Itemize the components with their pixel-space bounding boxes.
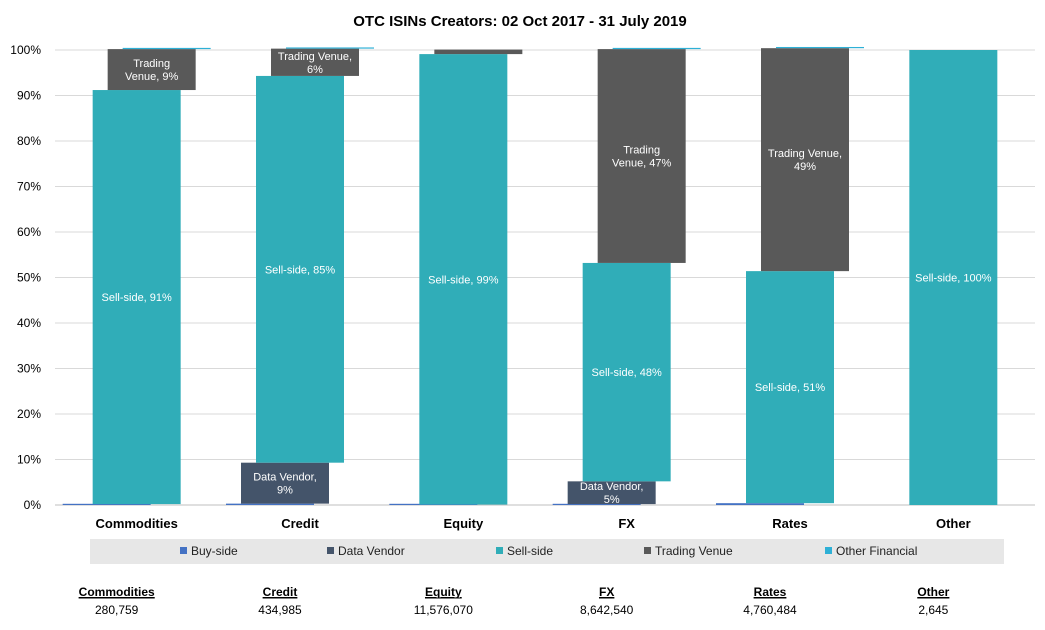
chart-title: OTC ISINs Creators: 02 Oct 2017 - 31 Jul… bbox=[353, 13, 687, 30]
legend-swatch-sell-side bbox=[496, 547, 503, 554]
data-label-rates-trading-venue: Trading Venue, 49% bbox=[768, 148, 842, 173]
data-label-fx-data-vendor: Data Vendor, 5% bbox=[580, 481, 644, 506]
legend-swatch-data-vendor bbox=[327, 547, 334, 554]
data-label-rates-sell-side: Sell-side, 51% bbox=[755, 382, 826, 394]
legend-swatch-other-financial bbox=[825, 547, 832, 554]
y-tick-label: 0% bbox=[24, 498, 42, 512]
data-label-credit-data-vendor: Data Vendor, 9% bbox=[253, 472, 317, 497]
legend-label-buy-side: Buy-side bbox=[191, 544, 238, 558]
totals-category: FX bbox=[599, 585, 614, 599]
bars bbox=[62, 46, 998, 505]
bar-other-sell-side bbox=[909, 50, 998, 505]
legend-label-other-financial: Other Financial bbox=[836, 544, 917, 558]
bar-rates-other-financial bbox=[776, 46, 864, 49]
bar-fx-data-vendor bbox=[567, 481, 656, 505]
y-tick-label: 90% bbox=[17, 89, 41, 103]
bar-equity-trading-venue bbox=[434, 49, 523, 55]
totals-category: Credit bbox=[263, 585, 298, 599]
y-tick-label: 70% bbox=[17, 180, 41, 194]
legend-swatch-trading-venue bbox=[644, 547, 651, 554]
totals-value: 4,760,484 bbox=[743, 603, 797, 617]
bar-equity-sell-side bbox=[419, 54, 508, 505]
bar-commodities-other-financial bbox=[122, 47, 211, 50]
x-tick-label: Credit bbox=[281, 516, 319, 531]
totals-category: Equity bbox=[425, 585, 462, 599]
x-tick-label: Rates bbox=[772, 516, 807, 531]
data-label-equity-sell-side: Sell-side, 99% bbox=[428, 274, 499, 286]
totals-value: 2,645 bbox=[918, 603, 948, 617]
y-tick-label: 40% bbox=[17, 316, 41, 330]
legend-background bbox=[90, 539, 1004, 564]
legend: Buy-side Data Vendor Sell-side Trading Venu… bbox=[90, 539, 1004, 564]
bar-credit-buy-side bbox=[226, 503, 314, 505]
totals-category: Commodities bbox=[79, 585, 155, 599]
data-label-commodities-trading-venue: Trading Venue, 9% bbox=[125, 58, 178, 83]
y-tick-label: 30% bbox=[17, 362, 41, 376]
bar-rates-buy-side bbox=[716, 503, 804, 505]
data-label-other-sell-side: Sell-side, 100% bbox=[915, 273, 992, 285]
y-tick-label: 10% bbox=[17, 453, 41, 467]
y-tick-label: 80% bbox=[17, 134, 41, 148]
x-tick-label: Other bbox=[936, 516, 971, 531]
data-label-fx-sell-side: Sell-side, 48% bbox=[592, 367, 663, 379]
legend-label-data-vendor: Data Vendor bbox=[338, 544, 405, 558]
bar-fx-sell-side bbox=[582, 262, 671, 482]
bar-rates-sell-side bbox=[746, 271, 834, 504]
bar-fx-buy-side bbox=[552, 503, 641, 505]
data-label-credit-sell-side: Sell-side, 85% bbox=[265, 264, 336, 276]
bar-commodities-sell-side bbox=[92, 90, 181, 505]
y-tick-label: 50% bbox=[17, 271, 41, 285]
bar-credit-other-financial bbox=[286, 47, 374, 49]
legend-label-trading-venue: Trading Venue bbox=[655, 544, 733, 558]
legend-label-sell-side: Sell-side bbox=[507, 544, 553, 558]
bar-fx-other-financial bbox=[612, 47, 701, 50]
bar-credit-sell-side bbox=[256, 75, 344, 463]
x-tick-label: Commodities bbox=[95, 516, 177, 531]
x-axis-ticks: Commodities Credit Equity FX Rates Other bbox=[95, 516, 970, 531]
data-label-fx-trading-venue: Trading Venue, 47% bbox=[612, 145, 672, 170]
gridlines bbox=[55, 49, 1035, 506]
totals-value: 11,576,070 bbox=[414, 603, 473, 617]
totals-value: 8,642,540 bbox=[580, 603, 634, 617]
bar-fx-trading-venue bbox=[597, 49, 686, 263]
data-labels: Sell-side, 91% Trading Venue, 9% Data Vendo… bbox=[102, 51, 992, 506]
legend-swatch-buy-side bbox=[180, 547, 187, 554]
totals-value: 280,759 bbox=[95, 603, 139, 617]
bar-commodities-buy-side bbox=[62, 503, 151, 505]
data-label-commodities-sell-side: Sell-side, 91% bbox=[102, 292, 173, 304]
totals-category: Rates bbox=[754, 585, 787, 599]
data-label-credit-trading-venue: Trading Venue, 6% bbox=[278, 51, 352, 76]
totals-category: Other bbox=[917, 585, 949, 599]
y-tick-label: 20% bbox=[17, 407, 41, 421]
bar-commodities-trading-venue bbox=[107, 49, 196, 91]
bar-rates-trading-venue bbox=[761, 48, 849, 272]
x-tick-label: FX bbox=[618, 516, 635, 531]
bar-credit-trading-venue bbox=[271, 48, 359, 76]
totals-value: 434,985 bbox=[258, 603, 302, 617]
y-axis-ticks: 0% 10% 20% 30% 40% 50% 60% 70% 80% 90% 100% bbox=[10, 43, 41, 512]
bar-credit-data-vendor bbox=[241, 462, 329, 504]
totals-table: Commodities 280,759 Credit 434,985 Equity 11,… bbox=[78, 585, 950, 617]
x-tick-label: Equity bbox=[443, 516, 483, 531]
y-tick-label: 60% bbox=[17, 225, 41, 239]
y-tick-label: 100% bbox=[10, 43, 41, 57]
